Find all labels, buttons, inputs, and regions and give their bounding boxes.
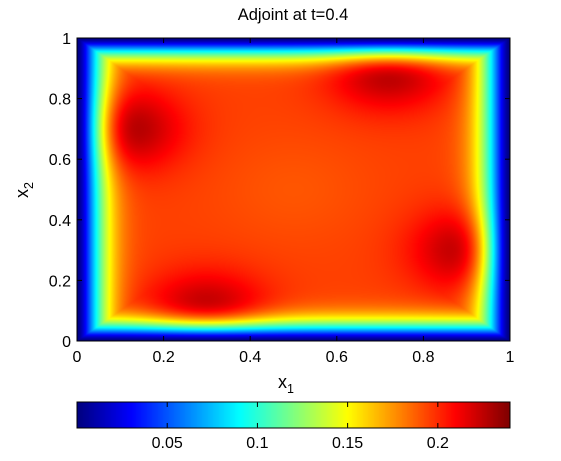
colorbar-ticks: 0.05 0.1 0.15 0.2 [152,402,449,452]
chart-title: Adjoint at t=0.4 [238,6,349,24]
x-axis-label-subscript: 1 [287,382,294,396]
colorbar-frame [76,401,511,429]
x-axis-label: x1 [278,372,294,396]
x-tick-label: 0.4 [239,349,261,366]
x-tick-label: 0.2 [152,349,174,366]
x-tick-label: 0.8 [412,349,434,366]
x-tick-label: 0.6 [326,349,348,366]
colorbar-tick-label: 0.05 [152,435,183,452]
heatmap-canvas-holder [77,38,510,341]
y-axis-label-subscript: 2 [22,182,36,189]
colorbar: 0.05 0.1 0.15 0.2 [76,401,511,452]
y-tick-label: 0.6 [49,152,71,169]
y-axis-label: x2 [12,182,36,198]
y-tick-label: 0.2 [49,273,71,290]
x-tick-label: 0 [73,349,82,366]
x-axis-ticks: 0 0.2 0.4 0.6 0.8 1 [73,38,515,366]
x-axis-label-base: x [278,372,287,392]
y-tick-label: 0.4 [49,213,71,230]
y-axis-label-base: x [12,189,32,198]
colorbar-gradient [77,402,510,428]
colorbar-tick-label: 0.2 [427,435,449,452]
y-tick-label: 0.8 [49,92,71,109]
plot-frame [76,37,511,342]
y-tick-label: 0 [62,334,71,351]
y-tick-label: 1 [62,31,71,48]
colorbar-tick-label: 0.1 [246,435,268,452]
colorbar-canvas-holder [77,402,510,428]
heatmap-area [77,38,510,341]
x-tick-label: 1 [506,349,515,366]
heatmap-image [77,38,510,341]
colorbar-tick-label: 0.15 [332,435,363,452]
y-axis-ticks: 0 0.2 0.4 0.6 0.8 1 [49,31,510,351]
